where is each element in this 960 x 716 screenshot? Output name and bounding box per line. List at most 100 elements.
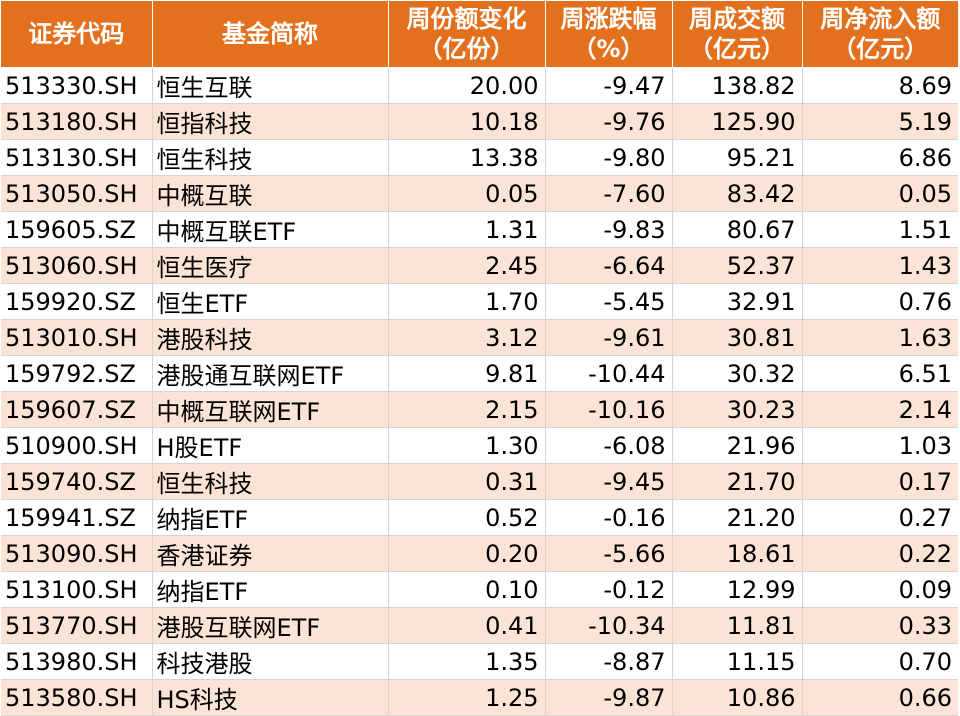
cell-fund-name: 科技港股 [152, 643, 389, 680]
table-row: 513100.SH 纳指ETF 0.10 -0.12 12.99 0.09 [1, 571, 958, 608]
cell-security-code: 513010.SH [1, 319, 153, 356]
cell-share-change: 9.81 [388, 355, 546, 392]
cell-security-code: 159941.SZ [1, 499, 153, 536]
cell-security-code: 513100.SH [1, 571, 153, 608]
header-security-code: 证券代码 [1, 1, 153, 68]
cell-share-change: 0.10 [388, 571, 546, 608]
cell-price-change: -9.80 [545, 139, 673, 176]
table-row: 513180.SH 恒指科技 10.18 -9.76 125.90 5.19 [1, 103, 958, 140]
cell-turnover: 30.23 [672, 391, 803, 428]
table-row: 159792.SZ 港股通互联网ETF 9.81 -10.44 30.32 6.51 [1, 355, 958, 392]
cell-net-inflow: 0.33 [802, 607, 958, 644]
cell-security-code: 513060.SH [1, 247, 153, 284]
cell-price-change: -5.66 [545, 535, 673, 572]
header-turnover: 周成交额 （亿元） [672, 1, 803, 68]
cell-net-inflow: 0.22 [802, 535, 958, 572]
header-share-change: 周份额变化 （亿份） [388, 1, 546, 68]
header-fund-name: 基金简称 [152, 1, 389, 68]
cell-fund-name: 恒生互联 [152, 67, 389, 104]
cell-fund-name: 恒生ETF [152, 283, 389, 320]
table-row: 513010.SH 港股科技 3.12 -9.61 30.81 1.63 [1, 319, 958, 356]
cell-price-change: -6.08 [545, 427, 673, 464]
cell-price-change: -8.87 [545, 643, 673, 680]
cell-price-change: -10.34 [545, 607, 673, 644]
cell-turnover: 11.15 [672, 643, 803, 680]
cell-net-inflow: 0.70 [802, 643, 958, 680]
cell-share-change: 10.18 [388, 103, 546, 140]
cell-share-change: 3.12 [388, 319, 546, 356]
cell-price-change: -9.47 [545, 67, 673, 104]
cell-fund-name: 中概互联 [152, 175, 389, 212]
cell-security-code: 513770.SH [1, 607, 153, 644]
cell-fund-name: HS科技 [152, 679, 389, 716]
cell-share-change: 1.30 [388, 427, 546, 464]
table-row: 513130.SH 恒生科技 13.38 -9.80 95.21 6.86 [1, 139, 958, 176]
cell-security-code: 513330.SH [1, 67, 153, 104]
cell-fund-name: 香港证券 [152, 535, 389, 572]
cell-security-code: 513050.SH [1, 175, 153, 212]
cell-price-change: -9.61 [545, 319, 673, 356]
cell-security-code: 159740.SZ [1, 463, 153, 500]
cell-net-inflow: 0.09 [802, 571, 958, 608]
cell-security-code: 513580.SH [1, 679, 153, 716]
cell-net-inflow: 1.03 [802, 427, 958, 464]
cell-security-code: 159607.SZ [1, 391, 153, 428]
cell-fund-name: 中概互联网ETF [152, 391, 389, 428]
cell-fund-name: 恒生科技 [152, 463, 389, 500]
cell-share-change: 1.70 [388, 283, 546, 320]
cell-turnover: 95.21 [672, 139, 803, 176]
cell-net-inflow: 0.66 [802, 679, 958, 716]
cell-net-inflow: 5.19 [802, 103, 958, 140]
cell-price-change: -0.16 [545, 499, 673, 536]
table-header-row: 证券代码 基金简称 周份额变化 （亿份） 周涨跌幅 （%） 周成交额 （亿元） … [1, 1, 958, 68]
cell-fund-name: 港股互联网ETF [152, 607, 389, 644]
cell-fund-name: 恒生医疗 [152, 247, 389, 284]
cell-turnover: 125.90 [672, 103, 803, 140]
cell-price-change: -10.44 [545, 355, 673, 392]
table-row: 513980.SH 科技港股 1.35 -8.87 11.15 0.70 [1, 643, 958, 680]
cell-security-code: 513130.SH [1, 139, 153, 176]
table-row: 513090.SH 香港证券 0.20 -5.66 18.61 0.22 [1, 535, 958, 572]
cell-fund-name: H股ETF [152, 427, 389, 464]
cell-share-change: 0.41 [388, 607, 546, 644]
cell-security-code: 159920.SZ [1, 283, 153, 320]
cell-price-change: -0.12 [545, 571, 673, 608]
cell-share-change: 2.15 [388, 391, 546, 428]
cell-net-inflow: 2.14 [802, 391, 958, 428]
cell-security-code: 159792.SZ [1, 355, 153, 392]
cell-net-inflow: 1.63 [802, 319, 958, 356]
table-row: 513330.SH 恒生互联 20.00 -9.47 138.82 8.69 [1, 67, 958, 104]
cell-turnover: 80.67 [672, 211, 803, 248]
cell-price-change: -7.60 [545, 175, 673, 212]
cell-turnover: 83.42 [672, 175, 803, 212]
cell-turnover: 21.20 [672, 499, 803, 536]
cell-price-change: -6.64 [545, 247, 673, 284]
table-row: 159920.SZ 恒生ETF 1.70 -5.45 32.91 0.76 [1, 283, 958, 320]
table-row: 513060.SH 恒生医疗 2.45 -6.64 52.37 1.43 [1, 247, 958, 284]
cell-share-change: 0.20 [388, 535, 546, 572]
table-row: 159605.SZ 中概互联ETF 1.31 -9.83 80.67 1.51 [1, 211, 958, 248]
cell-net-inflow: 0.76 [802, 283, 958, 320]
cell-price-change: -10.16 [545, 391, 673, 428]
cell-net-inflow: 0.27 [802, 499, 958, 536]
cell-fund-name: 恒指科技 [152, 103, 389, 140]
cell-turnover: 10.86 [672, 679, 803, 716]
cell-price-change: -9.83 [545, 211, 673, 248]
cell-turnover: 52.37 [672, 247, 803, 284]
cell-net-inflow: 0.05 [802, 175, 958, 212]
table-body: 513330.SH 恒生互联 20.00 -9.47 138.82 8.69 513180.… [1, 67, 958, 716]
cell-turnover: 21.96 [672, 427, 803, 464]
cell-security-code: 513180.SH [1, 103, 153, 140]
header-price-change: 周涨跌幅 （%） [545, 1, 673, 68]
cell-share-change: 0.31 [388, 463, 546, 500]
cell-share-change: 1.25 [388, 679, 546, 716]
cell-fund-name: 恒生科技 [152, 139, 389, 176]
table-row: 159740.SZ 恒生科技 0.31 -9.45 21.70 0.17 [1, 463, 958, 500]
cell-net-inflow: 0.17 [802, 463, 958, 500]
cell-fund-name: 港股通互联网ETF [152, 355, 389, 392]
cell-fund-name: 纳指ETF [152, 499, 389, 536]
cell-price-change: -5.45 [545, 283, 673, 320]
cell-turnover: 30.32 [672, 355, 803, 392]
cell-price-change: -9.76 [545, 103, 673, 140]
